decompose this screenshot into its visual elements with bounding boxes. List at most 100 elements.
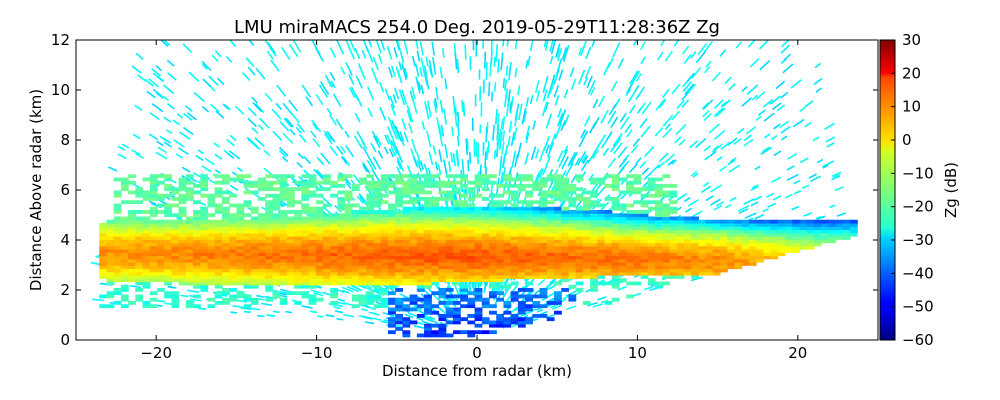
echo-cell [582,223,591,227]
echo-cell [149,187,158,192]
echo-cell [597,232,606,237]
echo-cell [214,219,223,224]
echo-cell [106,278,115,283]
echo-cell [359,226,367,231]
echo-cell [301,268,310,273]
echo-cell [164,226,173,231]
echo-cell [445,265,454,270]
echo-cell [683,236,692,240]
echo-cell [171,190,180,195]
echo-cell [258,245,266,250]
noise-echo [691,210,703,218]
echo-cell [344,245,353,250]
echo-cell [438,262,447,266]
echo-cell [510,203,519,208]
echo-cell [402,330,411,335]
echo-cell [380,265,389,270]
echo-cell [496,291,505,296]
echo-cell [193,284,201,289]
echo-cell [517,323,526,328]
echo-cell [676,265,685,270]
echo-cell [113,206,122,211]
echo-cell [705,232,714,237]
echo-cell [561,242,570,247]
echo-cell [647,242,656,247]
echo-cell [214,262,223,266]
echo-cell [546,262,555,266]
y-tick-label: 10 [51,81,70,99]
echo-cell [424,242,432,247]
echo-cell [301,210,310,214]
echo-cell [546,219,555,224]
noise-echo [216,77,225,86]
noise-echo [392,94,397,104]
echo-cell [373,226,382,231]
echo-cell [720,265,728,270]
echo-cell [748,219,757,224]
echo-cell [149,255,158,260]
echo-cell [640,249,649,253]
echo-cell [691,262,699,266]
echo-cell [561,219,570,224]
colorbar [879,39,896,341]
noise-echo [751,184,759,189]
echo-cell [301,262,310,266]
echo-cell [416,226,425,231]
echo-cell [301,249,310,253]
noise-echo [484,151,487,169]
noise-echo [545,280,556,289]
noise-echo [467,159,470,172]
echo-cell [294,226,302,231]
echo-cell [236,258,245,263]
noise-echo [285,310,293,314]
echo-cell [128,255,136,260]
echo-cell [250,229,259,234]
echo-cell [496,213,505,218]
noise-echo [687,83,697,93]
echo-cell [510,297,519,302]
noise-echo [280,46,291,61]
echo-cell [597,265,606,270]
echo-cell [366,294,375,299]
echo-cell [532,216,541,221]
noise-echo [559,109,567,125]
echo-cell [626,232,634,237]
echo-cell [510,236,519,240]
noise-echo [744,212,757,219]
echo-cell [373,193,382,198]
echo-cell [243,242,252,247]
echo-cell [691,216,699,221]
echo-cell [618,268,627,273]
echo-cell [193,258,201,263]
echo-cell [532,226,541,231]
echo-cell [770,255,779,260]
echo-cell [633,216,642,221]
noise-echo [683,54,692,64]
echo-cell [193,223,201,227]
echo-cell [366,245,375,250]
echo-cell [286,239,295,244]
echo-cell [359,278,367,283]
echo-cell [676,226,685,231]
echo-cell [561,252,570,257]
noise-echo [415,76,421,94]
echo-cell [272,252,281,257]
echo-cell [676,255,685,260]
noise-echo [488,81,491,97]
echo-cell [330,301,339,305]
echo-cell [712,252,721,257]
noise-echo [448,161,452,172]
echo-cell [395,203,404,208]
echo-cell [626,223,634,227]
echo-cell [221,242,230,247]
noise-echo [401,118,407,130]
echo-cell [243,255,252,260]
echo-cell [532,304,541,309]
noise-echo [439,135,444,147]
echo-cell [481,180,490,185]
echo-cell [416,232,425,237]
echo-cell [525,271,533,276]
noise-echo [215,110,225,119]
echo-cell [294,284,302,289]
echo-cell [106,304,115,309]
